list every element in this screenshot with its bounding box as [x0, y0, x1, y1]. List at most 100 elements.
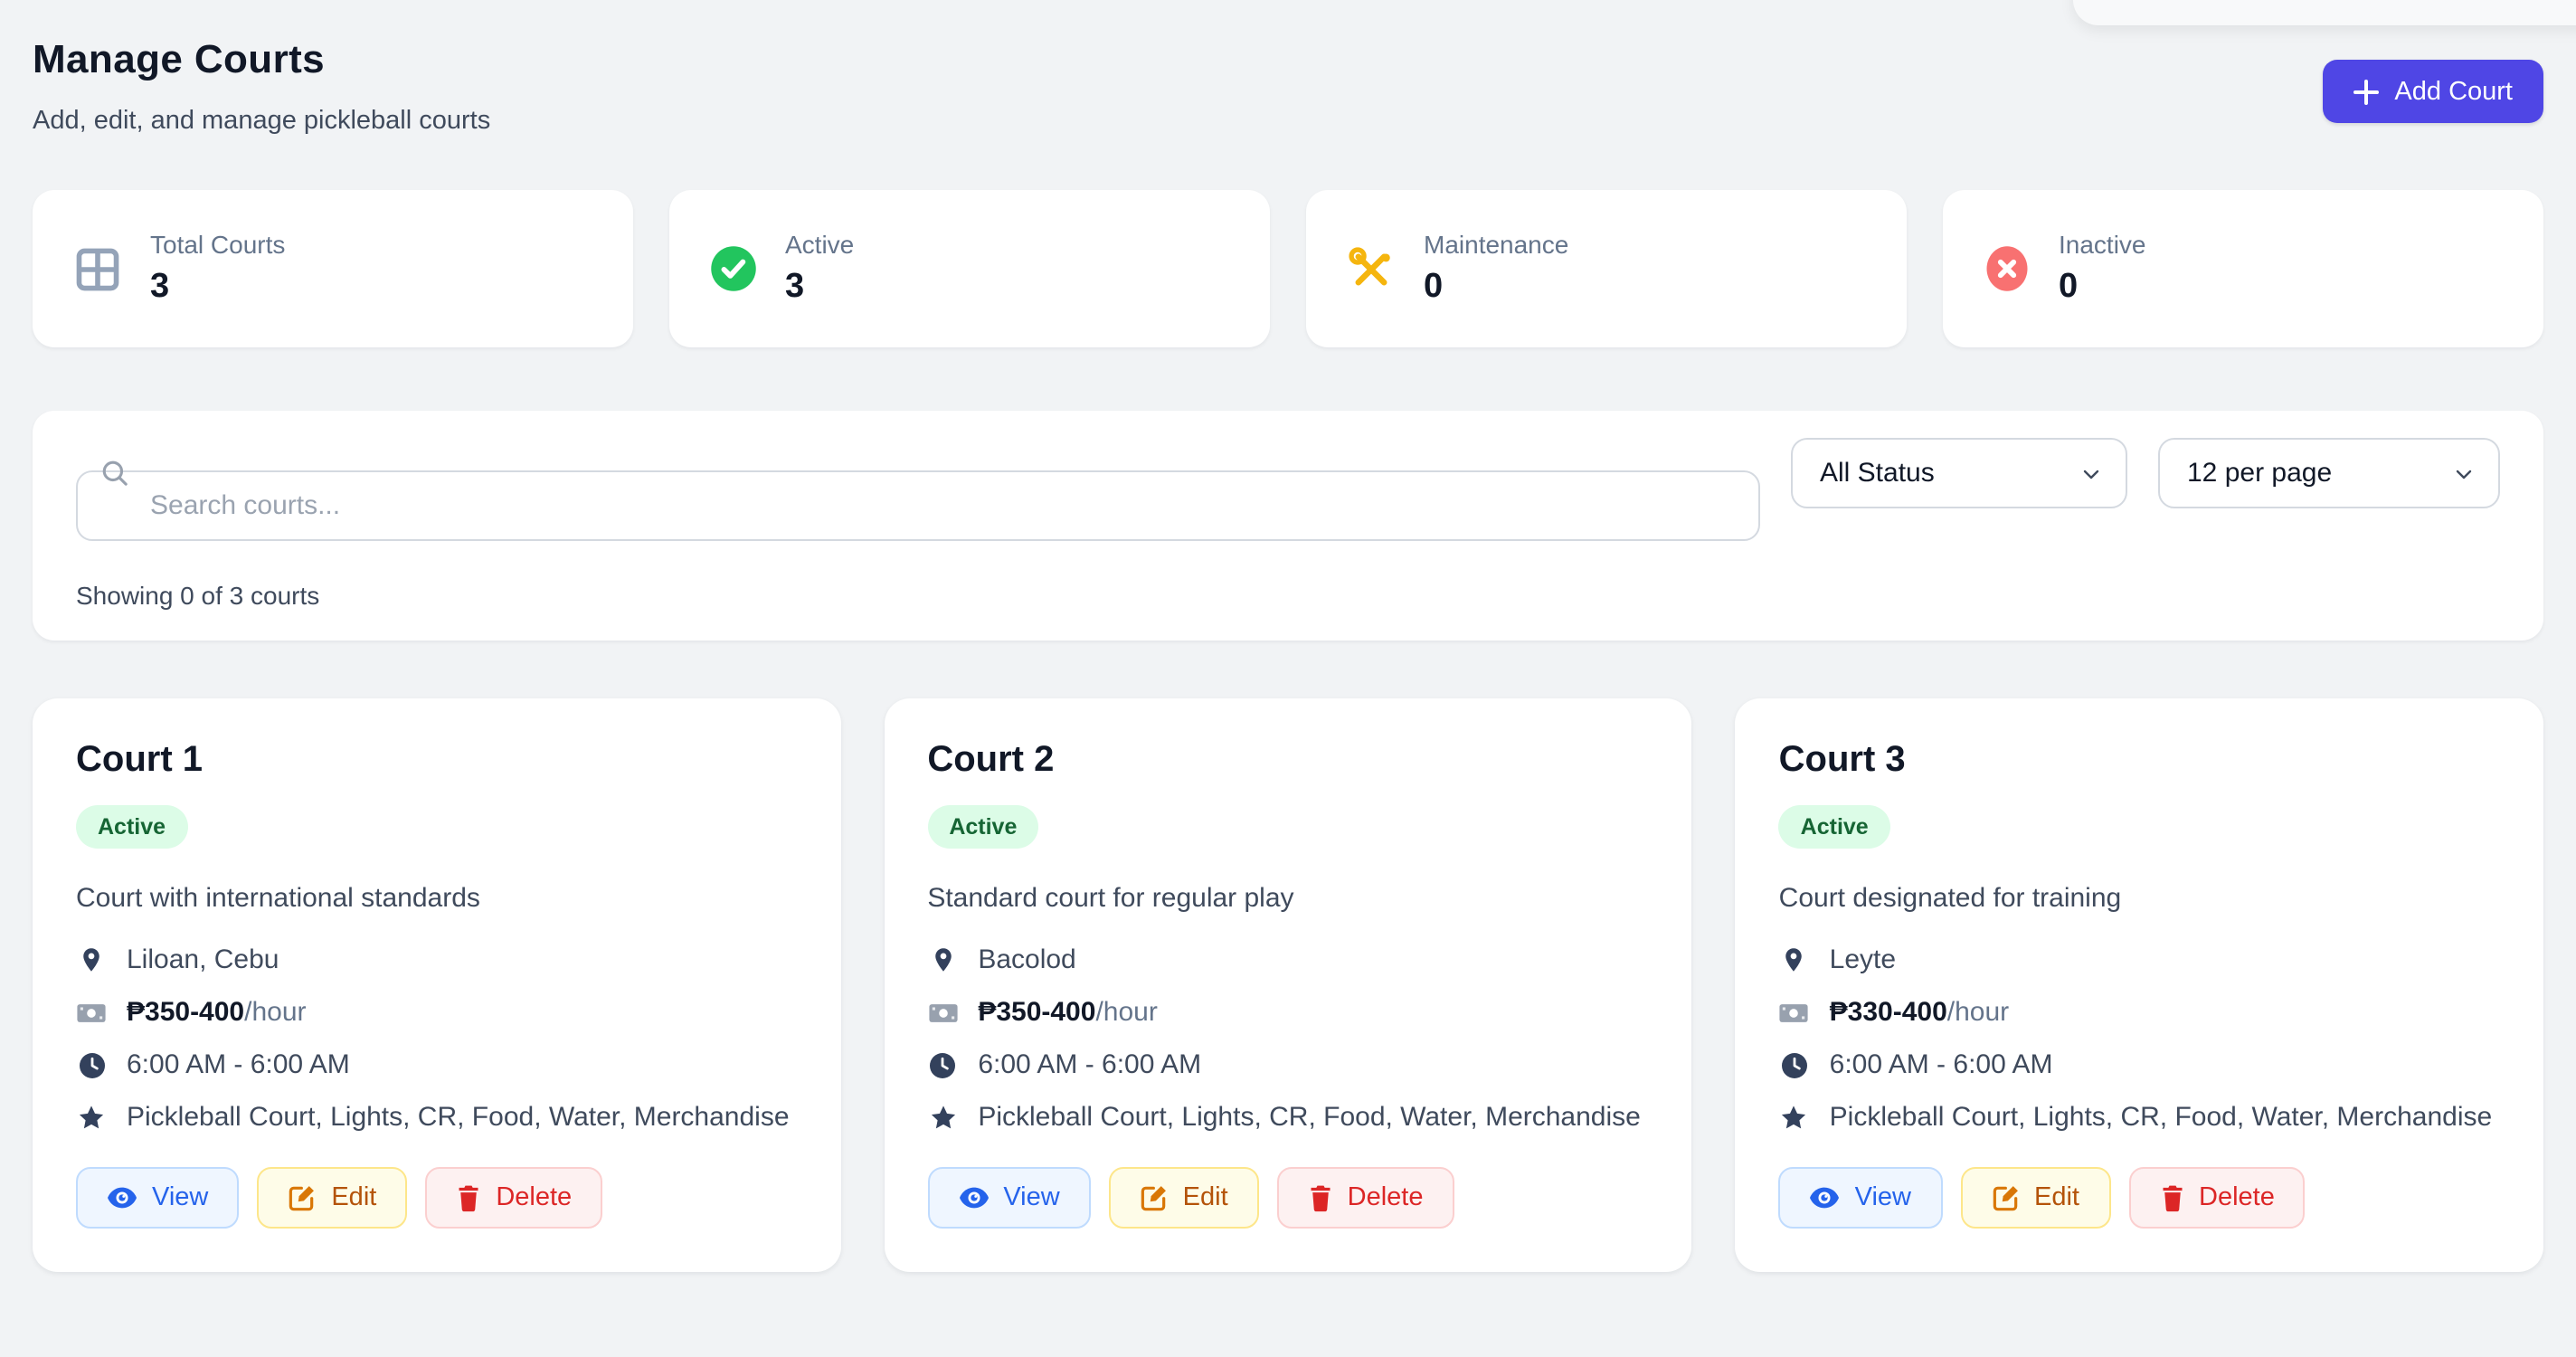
star-icon [927, 1103, 958, 1132]
edit-button-label: Edit [331, 1183, 377, 1212]
court-description: Court with international standards [76, 883, 480, 914]
price-row: ₱350-400/hour [76, 997, 797, 1028]
delete-button[interactable]: Delete [1276, 1167, 1454, 1229]
hours-row: 6:00 AM - 6:00 AM [76, 1049, 797, 1080]
court-hours: 6:00 AM - 6:00 AM [978, 1049, 1202, 1080]
court-price: ₱330-400 [1829, 997, 1947, 1028]
delete-button-label: Delete [1347, 1183, 1424, 1212]
clock-icon [1779, 1050, 1810, 1079]
add-court-label: Add Court [2394, 77, 2513, 106]
view-button-label: View [1003, 1183, 1060, 1212]
delete-button-label: Delete [2199, 1183, 2275, 1212]
clock-icon [927, 1050, 958, 1079]
stat-label: Active [785, 230, 855, 259]
court-name: Court 2 [927, 740, 1055, 780]
edit-button[interactable]: Edit [1108, 1167, 1259, 1229]
edit-button[interactable]: Edit [257, 1167, 408, 1229]
eye-icon [958, 1185, 989, 1210]
stat-value: 3 [150, 268, 170, 306]
edit-pencil-icon [288, 1183, 317, 1212]
amenities-row: Pickleball Court, Lights, CR, Food, Wate… [927, 1102, 1648, 1133]
trash-icon [1308, 1183, 1333, 1212]
stat-card-maintenance: Maintenance 0 [1306, 190, 1907, 347]
court-description: Court designated for training [1778, 883, 2122, 914]
court-hours: 6:00 AM - 6:00 AM [127, 1049, 350, 1080]
status-filter-value: All Status [1820, 458, 1935, 489]
court-actions: View Edit Delete [76, 1167, 797, 1229]
status-filter-select[interactable]: All Status [1791, 438, 2127, 508]
stat-card-total: Total Courts 3 [33, 190, 633, 347]
chevron-down-icon [2453, 462, 2475, 484]
court-location: Bacolod [978, 944, 1076, 975]
status-badge: Active [1778, 805, 1890, 849]
status-badge: Active [76, 805, 188, 849]
stat-label: Inactive [2059, 230, 2146, 259]
filter-panel: All Status 12 per page Showing 0 of 3 co… [33, 411, 2543, 641]
banknote-icon [927, 1000, 958, 1025]
edit-pencil-icon [1991, 1183, 2020, 1212]
tools-icon [1346, 243, 1397, 294]
hours-row: 6:00 AM - 6:00 AM [1779, 1049, 2500, 1080]
eye-icon [107, 1185, 137, 1210]
search-field-wrap [76, 438, 1760, 541]
view-button[interactable]: View [1778, 1167, 1942, 1229]
court-actions: View Edit Delete [927, 1167, 1648, 1229]
delete-button-label: Delete [496, 1183, 573, 1212]
court-hours: 6:00 AM - 6:00 AM [1829, 1049, 2053, 1080]
hours-row: 6:00 AM - 6:00 AM [927, 1049, 1648, 1080]
edit-button-label: Edit [1182, 1183, 1228, 1212]
stat-value: 0 [1424, 268, 1444, 306]
view-button-label: View [152, 1183, 209, 1212]
trash-icon [456, 1183, 481, 1212]
court-card: Court 1 Active Court with international … [33, 698, 841, 1272]
court-location: Liloan, Cebu [127, 944, 279, 975]
view-button[interactable]: View [927, 1167, 1091, 1229]
star-icon [76, 1103, 107, 1132]
search-input[interactable] [76, 470, 1760, 541]
location-row: Bacolod [927, 944, 1648, 975]
delete-button[interactable]: Delete [2128, 1167, 2306, 1229]
banknote-icon [76, 1000, 107, 1025]
stat-card-inactive: Inactive 0 [1943, 190, 2543, 347]
page-subtitle: Add, edit, and manage pickleball courts [33, 107, 491, 136]
plus-icon [2353, 79, 2379, 104]
price-unit: /hour [1946, 997, 2010, 1028]
stat-value: 0 [2059, 268, 2079, 306]
stat-value: 3 [785, 268, 805, 306]
court-amenities: Pickleball Court, Lights, CR, Food, Wate… [978, 1102, 1641, 1133]
trash-icon [2159, 1183, 2184, 1212]
price-unit: /hour [244, 997, 307, 1028]
delete-button[interactable]: Delete [425, 1167, 603, 1229]
check-circle-icon [709, 244, 758, 293]
court-name: Court 3 [1778, 740, 1906, 780]
court-actions: View Edit Delete [1778, 1167, 2500, 1229]
court-price: ₱350-400 [127, 997, 245, 1028]
location-row: Leyte [1779, 944, 2500, 975]
edit-button[interactable]: Edit [1960, 1167, 2110, 1229]
results-count-text: Showing 0 of 3 courts [76, 581, 320, 610]
court-name: Court 1 [76, 740, 203, 780]
star-icon [1779, 1103, 1810, 1132]
stat-label: Maintenance [1424, 230, 1569, 259]
court-card: Court 2 Active Standard court for regula… [884, 698, 1692, 1272]
price-row: ₱330-400/hour [1779, 997, 2500, 1028]
add-court-button[interactable]: Add Court [2322, 60, 2543, 123]
court-price: ₱350-400 [978, 997, 1096, 1028]
stat-card-active: Active 3 [669, 190, 1270, 347]
location-pin-icon [1779, 944, 1810, 975]
edit-pencil-icon [1140, 1183, 1169, 1212]
status-badge: Active [927, 805, 1039, 849]
court-card: Court 3 Active Court designated for trai… [1735, 698, 2543, 1272]
edit-button-label: Edit [2034, 1183, 2079, 1212]
page-title: Manage Courts [33, 36, 326, 81]
view-button[interactable]: View [76, 1167, 240, 1229]
page-size-select[interactable]: 12 per page [2158, 438, 2500, 508]
court-amenities: Pickleball Court, Lights, CR, Food, Wate… [127, 1102, 790, 1133]
x-circle-icon [1983, 244, 2031, 293]
courts-grid: Court 1 Active Court with international … [33, 698, 2543, 1272]
stat-label: Total Courts [150, 230, 286, 259]
location-row: Liloan, Cebu [76, 944, 797, 975]
top-right-panel-edge [2073, 0, 2576, 25]
grid-icon [72, 243, 123, 294]
